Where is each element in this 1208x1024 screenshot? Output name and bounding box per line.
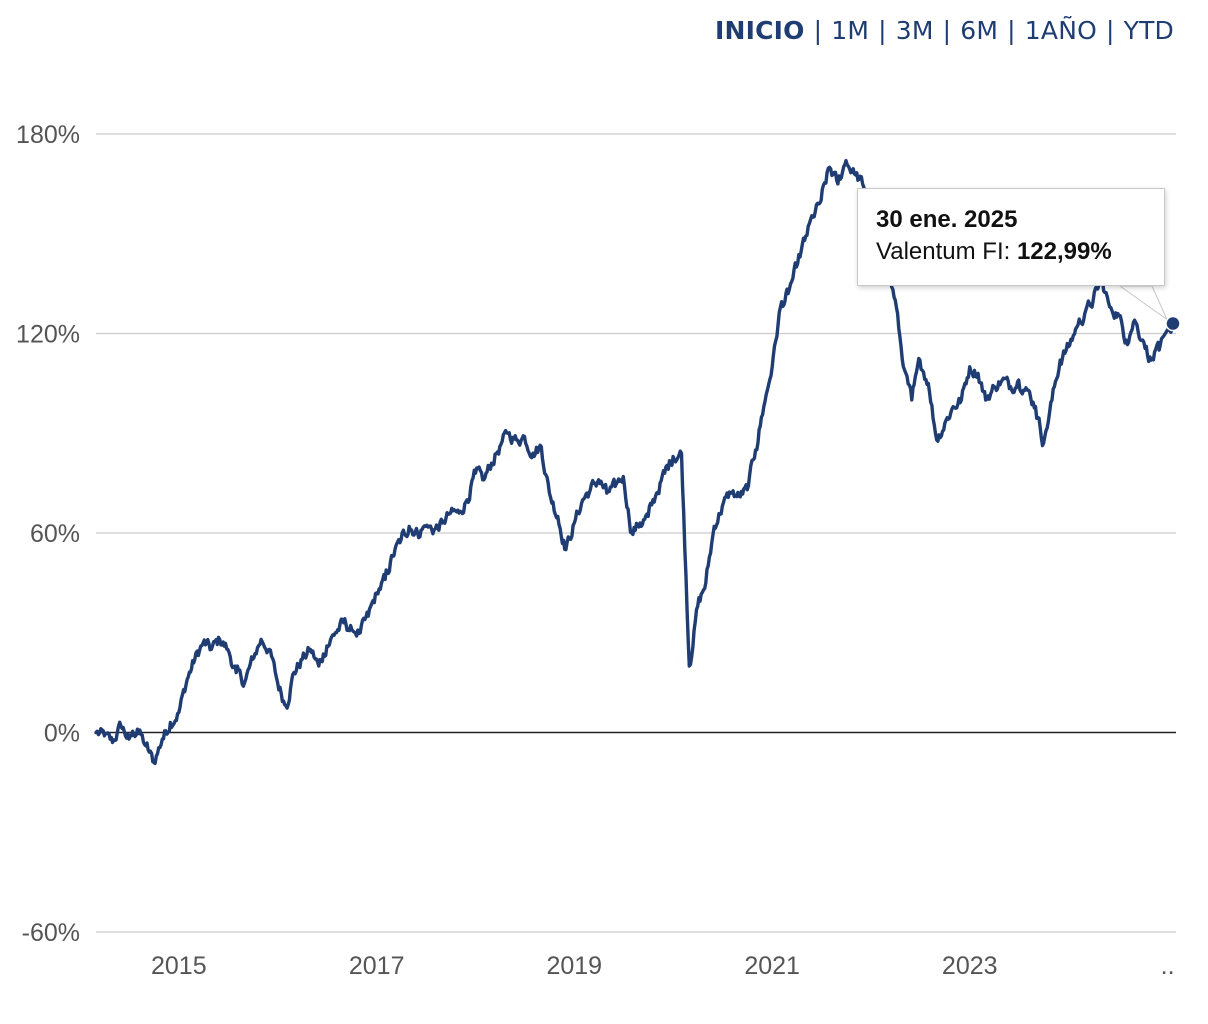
range-separator: | (813, 16, 823, 45)
tooltip-series-row: Valentum FI: 122,99% (876, 235, 1146, 269)
range-separator: | (878, 16, 887, 45)
tooltip: 30 ene. 2025 Valentum FI: 122,99% (857, 188, 1165, 286)
marker-layer (1118, 285, 1181, 332)
y-axis-tick-labels: -60% 0% 60% 120% 180% (16, 121, 80, 947)
series-layer (94, 158, 1178, 766)
x-tick-label: 2023 (942, 952, 998, 980)
range-separator: | (1007, 16, 1016, 45)
tooltip-date: 30 ene. 2025 (876, 206, 1018, 233)
series-line-valentum-fi (94, 158, 1178, 766)
y-tick-label: 120% (16, 321, 80, 349)
range-option-6m[interactable]: 6M (960, 16, 999, 45)
range-option-3m[interactable]: 3M (895, 16, 934, 45)
range-separator: | (942, 16, 952, 45)
range-selector: INICIO | 1M | 3M | 6M | 1AÑO | YTD (715, 16, 1174, 45)
x-axis-tick-labels: 2015 2017 2019 2021 2023.. (151, 952, 1175, 980)
range-option-inicio[interactable]: INICIO (714, 16, 805, 45)
range-option-ytd[interactable]: YTD (1123, 16, 1174, 45)
x-tick-label: 2017 (349, 952, 405, 980)
y-tick-label: 0% (44, 720, 80, 748)
highlighted-point-marker (1165, 315, 1181, 332)
y-tick-label: 60% (30, 520, 80, 548)
range-option-1m[interactable]: 1M (831, 16, 870, 45)
tooltip-pointer (1118, 285, 1169, 322)
x-tick-label: 2015 (151, 952, 207, 980)
tooltip-series-name: Valentum FI: (876, 238, 1011, 265)
range-separator: | (1105, 16, 1115, 45)
y-tick-label: -60% (22, 919, 80, 947)
y-tick-label: 180% (16, 121, 80, 149)
x-tick-label: 2021 (744, 952, 800, 980)
range-option-1año[interactable]: 1AÑO (1024, 16, 1097, 45)
x-tick-label: .. (1161, 952, 1175, 980)
tooltip-value: 122,99% (1016, 238, 1112, 265)
grid-lines (96, 133, 1176, 933)
x-tick-label: 2019 (546, 952, 602, 980)
